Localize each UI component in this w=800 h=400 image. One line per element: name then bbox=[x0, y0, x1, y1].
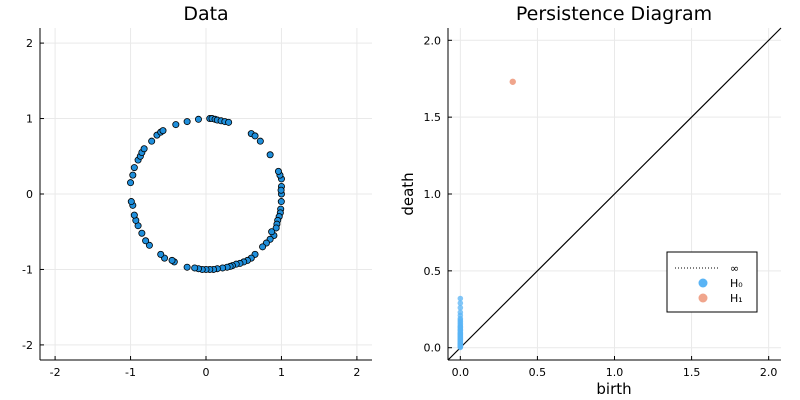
data-point bbox=[130, 164, 138, 172]
legend-h1-marker bbox=[698, 293, 708, 303]
data-panel: Data -2 -1 0 1 2 -2 -1 0 1 2 bbox=[22, 3, 372, 379]
data-point bbox=[266, 151, 274, 159]
data-point bbox=[145, 241, 153, 249]
persistence-y-tick-label: 0.5 bbox=[424, 265, 442, 278]
legend-box bbox=[666, 251, 758, 313]
persistence-point-h0 bbox=[457, 295, 464, 302]
data-point bbox=[148, 137, 156, 145]
data-x-tick-label: 1 bbox=[278, 366, 285, 379]
death-axis-label: death bbox=[399, 172, 417, 215]
persistence-y-tick-label: 2.0 bbox=[424, 34, 442, 47]
persistence-point-h0 bbox=[457, 304, 464, 311]
data-point bbox=[277, 198, 285, 206]
persistence-points bbox=[457, 78, 516, 351]
data-x-tick-label: 2 bbox=[353, 366, 360, 379]
data-point bbox=[130, 211, 138, 219]
data-x-tick-label: 0 bbox=[203, 366, 210, 379]
data-point bbox=[183, 263, 191, 271]
data-point bbox=[142, 237, 150, 245]
data-point bbox=[191, 264, 199, 272]
data-point bbox=[168, 256, 176, 264]
persistence-y-tick-label: 1.0 bbox=[424, 188, 442, 201]
persistence-title: Persistence Diagram bbox=[516, 3, 712, 25]
data-y-tick-label: -2 bbox=[22, 339, 33, 352]
data-y-tick-label: -1 bbox=[22, 263, 33, 276]
legend-h1-label: H₁ bbox=[730, 292, 743, 305]
persistence-x-tick-label: 0.0 bbox=[452, 366, 470, 379]
diagonal-line bbox=[447, 27, 782, 361]
data-y-tick-label: 2 bbox=[26, 37, 33, 50]
data-point bbox=[138, 229, 146, 237]
data-point bbox=[127, 179, 135, 187]
data-title: Data bbox=[183, 3, 228, 25]
data-point bbox=[274, 167, 282, 175]
persistence-y-tick-label: 0.0 bbox=[424, 342, 442, 355]
data-y-tick-label: 1 bbox=[26, 113, 33, 126]
legend-infinity-label: ∞ bbox=[730, 262, 739, 275]
data-point bbox=[251, 132, 259, 140]
data-x-tick-label: -2 bbox=[50, 366, 61, 379]
data-y-tick-label: 0 bbox=[26, 188, 33, 201]
data-point bbox=[268, 228, 276, 236]
persistence-point-h0 bbox=[457, 344, 464, 351]
data-point bbox=[277, 186, 285, 194]
legend: ∞ H₀ H₁ bbox=[666, 251, 758, 313]
data-point bbox=[157, 250, 165, 258]
persistence-y-tick-label: 1.5 bbox=[424, 111, 442, 124]
data-point bbox=[225, 118, 233, 126]
data-x-tick-label: -1 bbox=[125, 366, 136, 379]
data-point bbox=[194, 115, 202, 123]
birth-axis-label: birth bbox=[596, 380, 631, 398]
persistence-x-tick-label: 2.0 bbox=[760, 366, 778, 379]
persistence-panel: Persistence Diagram 0.0 0.5 1.0 1.5 2.0 0.0 0.… bbox=[399, 3, 782, 398]
persistence-x-tick-label: 1.5 bbox=[683, 366, 701, 379]
legend-h0-label: H₀ bbox=[730, 277, 743, 290]
data-point bbox=[183, 118, 191, 126]
data-point bbox=[256, 137, 264, 145]
data-point bbox=[140, 145, 148, 153]
data-point bbox=[259, 243, 267, 251]
data-point bbox=[129, 171, 137, 179]
persistence-x-tick-label: 1.0 bbox=[606, 366, 624, 379]
data-point bbox=[159, 127, 167, 135]
data-point bbox=[127, 198, 135, 206]
persistence-point-h0 bbox=[457, 300, 464, 306]
data-point bbox=[272, 224, 280, 232]
data-points bbox=[127, 115, 285, 273]
legend-h0-marker bbox=[698, 278, 708, 288]
persistence-point-h1 bbox=[509, 78, 516, 85]
data-point bbox=[172, 121, 180, 129]
persistence-x-tick-label: 0.5 bbox=[529, 366, 547, 379]
